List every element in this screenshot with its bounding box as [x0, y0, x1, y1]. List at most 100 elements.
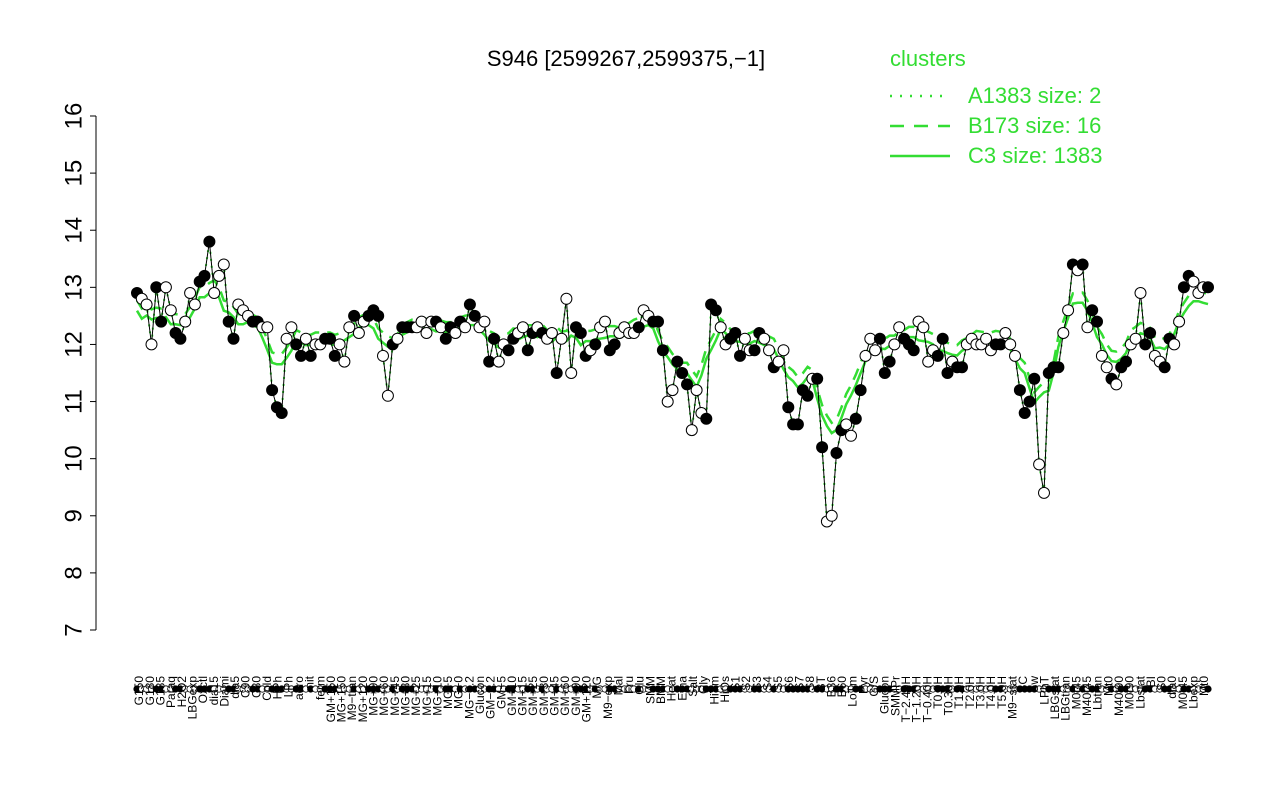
data-point — [420, 327, 433, 339]
y-tick-label: 11 — [60, 389, 87, 414]
data-point — [164, 304, 177, 317]
x-tick-label: T−0.40H — [920, 676, 934, 722]
data-point — [1187, 275, 1200, 288]
x-tick-label: GM+15 — [516, 676, 530, 716]
x-tick-label: B60 — [835, 676, 849, 698]
data-point — [560, 292, 573, 305]
data-point — [328, 349, 341, 362]
data-point — [1023, 395, 1036, 408]
data-point — [1091, 315, 1103, 328]
data-point — [1004, 338, 1017, 351]
x-tick-label: GM+5 — [494, 676, 508, 709]
data-point — [217, 258, 230, 271]
x-tick-label: Pyr — [856, 676, 870, 694]
legend: clusters A1383 size: 2 B173 size: 16 C3 … — [890, 46, 1103, 168]
data-point — [459, 321, 472, 334]
data-point — [676, 367, 689, 379]
x-tick-label: M9−exp — [601, 676, 615, 719]
x-tick-label: S7 — [792, 676, 806, 691]
data-point — [791, 418, 804, 431]
data-point — [155, 315, 168, 328]
x-tick-labels: G150G180G135ParaqH2O2LBGexpOxctldia15Dia… — [132, 675, 1211, 722]
x-tick-label: nit — [303, 675, 317, 688]
x-tick-label: T0.0H — [931, 676, 945, 709]
x-tick-label: M0t45 — [1069, 676, 1083, 710]
x-tick-label: S8 — [803, 676, 817, 691]
data-point — [478, 315, 491, 328]
x-tick-label: MG+10 — [430, 676, 444, 716]
data-point — [1052, 361, 1065, 374]
data-point — [671, 355, 684, 368]
data-point — [883, 355, 896, 368]
x-tick-label: HPh — [271, 676, 285, 699]
x-tick-label: T0.30H — [942, 676, 956, 715]
data-point — [439, 332, 452, 345]
x-tick-label: M40t90 — [1112, 676, 1126, 716]
data-point — [1173, 315, 1186, 328]
legend-label-c3: C3 size: 1383 — [968, 143, 1103, 168]
x-tick-label: GM+120 — [579, 676, 593, 723]
data-point — [936, 332, 949, 345]
data-point — [1038, 486, 1050, 499]
data-point — [816, 441, 829, 454]
x-tick-label: LBGexp — [185, 676, 199, 720]
data-point — [1018, 407, 1031, 419]
x-tick-label: Glucon — [878, 676, 892, 714]
x-tick-label: dia5 — [228, 676, 242, 699]
data-point — [1009, 349, 1021, 362]
x-tick-label: Sw — [1027, 676, 1041, 693]
x-tick-label: C90 — [239, 676, 253, 698]
data-point — [801, 389, 814, 402]
data-point — [213, 269, 225, 282]
x-tick-label: GM+90 — [569, 676, 583, 716]
x-tick-label: T−2.40H — [899, 676, 913, 722]
data-point — [343, 321, 356, 334]
legend-label-a1383: A1383 size: 2 — [968, 83, 1101, 108]
x-tick-label: S3 — [750, 676, 764, 691]
data-point — [1110, 378, 1123, 391]
x-rug-mark — [1204, 685, 1212, 693]
data-point — [381, 389, 394, 402]
data-point — [377, 349, 389, 362]
x-tick-label: MG+150 — [335, 676, 349, 723]
x-tick-label: Heat — [665, 675, 679, 701]
x-tick-label: GM+25 — [526, 676, 540, 716]
data-point — [652, 315, 664, 328]
data-point — [661, 395, 674, 408]
data-point — [1134, 287, 1147, 299]
data-point — [1033, 458, 1046, 471]
data-point — [845, 429, 857, 442]
x-tick-label: Diami — [217, 676, 231, 707]
data-point — [333, 338, 346, 351]
data-point — [1028, 372, 1041, 385]
data-point — [1139, 338, 1152, 351]
x-tick-label: MG+30 — [398, 676, 412, 716]
x-tick-label: S0 — [1155, 676, 1169, 691]
data-point — [1062, 304, 1075, 317]
x-tick-label: GM−0.2 — [484, 676, 498, 719]
data-point — [266, 384, 279, 397]
x-tick-label: Glu — [633, 676, 647, 695]
data-point — [763, 344, 775, 357]
y-tick-label: 8 — [60, 566, 87, 579]
data-point — [999, 327, 1012, 339]
data-point — [280, 332, 293, 345]
data-point — [299, 332, 312, 345]
data-point — [873, 332, 886, 345]
x-tick-label: T5.0H — [995, 676, 1009, 709]
x-tick-label: C30 — [249, 676, 263, 698]
data-point — [208, 287, 221, 299]
data-point — [1057, 327, 1070, 339]
x-tick-label: M40t45 — [1080, 676, 1094, 716]
x-tick-label: S6 — [782, 676, 796, 691]
data-point — [1086, 304, 1099, 317]
data-point — [449, 327, 462, 339]
x-tick-label: Glucon — [473, 676, 487, 714]
x-tick-label: BC — [1016, 676, 1030, 693]
x-tick-label: S5 — [771, 676, 785, 691]
data-point — [502, 344, 515, 357]
x-tick-label: M0t90 — [1123, 676, 1137, 710]
x-tick-label: Etha — [675, 676, 689, 701]
x-tick-label: Mt0 — [1197, 676, 1211, 696]
x-tick-label: M0t45 — [1176, 676, 1190, 710]
